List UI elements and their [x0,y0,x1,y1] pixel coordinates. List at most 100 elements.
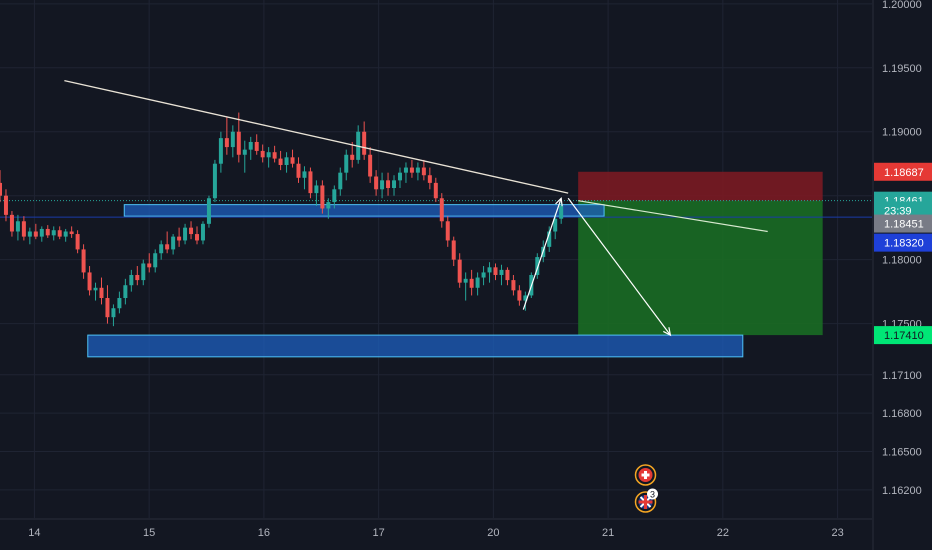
candlestick [3,189,8,222]
candle-body [535,257,540,275]
candle-body [403,167,408,173]
event-markers[interactable]: 3 [634,464,659,513]
candle-body [99,287,104,299]
candlestick [487,262,492,283]
candlestick [206,195,211,228]
trendline[interactable] [64,79,569,194]
price-tag[interactable]: 1.18687 [874,162,932,181]
price-tag-background [874,233,932,252]
candle-body [302,171,307,178]
candlestick [469,269,474,296]
price-tag-label: 1.18320 [884,238,924,250]
candle-body [248,141,253,150]
candle-body [397,172,402,181]
candlestick [51,226,56,241]
candle-body [141,263,146,281]
candlestick [39,226,44,242]
candlestick [9,211,14,237]
candlestick [302,166,307,190]
candlestick [278,150,283,171]
price-tag[interactable]: 1.17410 [874,326,932,345]
candlestick [165,231,170,254]
arrow-annotation[interactable] [522,196,563,310]
candlestick [439,193,444,228]
price-axis[interactable]: 1.200001.195001.190001.185001.180001.175… [872,0,932,550]
candlestick [33,223,38,240]
candlestick [123,278,128,305]
support-resistance-zone[interactable] [123,204,605,217]
candlestick [499,264,504,286]
support-resistance-zone[interactable] [87,334,744,358]
candle-body [87,272,92,291]
candle-body [254,141,259,151]
candlestick [69,226,74,238]
candle-body [517,290,522,301]
candlestick [159,240,164,260]
candle-body [105,298,110,318]
candlestick [248,136,253,160]
candle-body [350,154,355,160]
time-tick-label: 15 [143,527,155,539]
time-tick-label: 16 [258,527,270,539]
price-tag-background [874,326,932,345]
candlestick [200,221,205,245]
candle-body [439,198,444,222]
grid-lines [0,0,872,518]
candlestick [493,263,498,281]
candlestick [511,274,516,296]
candle-body [457,259,462,283]
candle-body [421,167,426,176]
candle-body [117,298,122,309]
arrow-annotation[interactable] [567,197,672,337]
candle-body [206,198,211,224]
candle-body [189,227,194,235]
candlestick [177,227,182,247]
uk-flag-icon[interactable]: 3 [634,488,659,513]
candlestick [212,159,217,203]
candle-body [493,267,498,275]
candlestick [266,147,271,168]
time-tick-label: 20 [487,527,499,539]
candle-body [368,154,373,177]
candlestick [427,167,432,190]
candle-body [177,236,182,241]
candlestick [189,221,194,240]
candlestick [81,244,86,279]
projection-line[interactable] [578,200,768,233]
stop-loss-zone[interactable] [578,171,823,201]
candlestick [547,226,552,252]
candle-body [392,180,397,189]
candlestick [27,227,32,245]
candlestick [99,277,104,305]
candlestick [409,159,414,178]
time-axis[interactable]: 14 15 16 17 20 21 22 23 [0,518,872,539]
candle-body [57,230,62,237]
price-tag[interactable]: 1.18320 [874,233,932,252]
candlestick [254,134,259,155]
price-tag[interactable]: 1.18451 [874,214,932,233]
candlestick [421,159,426,181]
price-tag-label: 1.17410 [884,330,924,342]
candle-body [499,269,504,275]
time-tick-label: 17 [373,527,385,539]
candlestick [403,162,408,183]
candlestick [368,147,373,183]
candle-body [0,182,2,196]
candlestick [57,226,62,240]
candlestick [397,167,402,189]
swiss-flag-icon[interactable] [634,464,657,486]
candle-body [415,167,420,173]
take-profit-zone[interactable] [578,200,823,336]
candle-body [380,180,385,190]
candle-body [75,234,80,250]
candlestick [117,291,122,314]
candle-body [284,157,289,165]
candle-body [314,185,319,194]
candle-body [338,172,343,190]
candlestick [457,253,462,288]
candlestick [230,125,235,158]
candlestick [242,140,247,173]
candlestick [272,145,277,163]
candle-body [505,269,510,281]
